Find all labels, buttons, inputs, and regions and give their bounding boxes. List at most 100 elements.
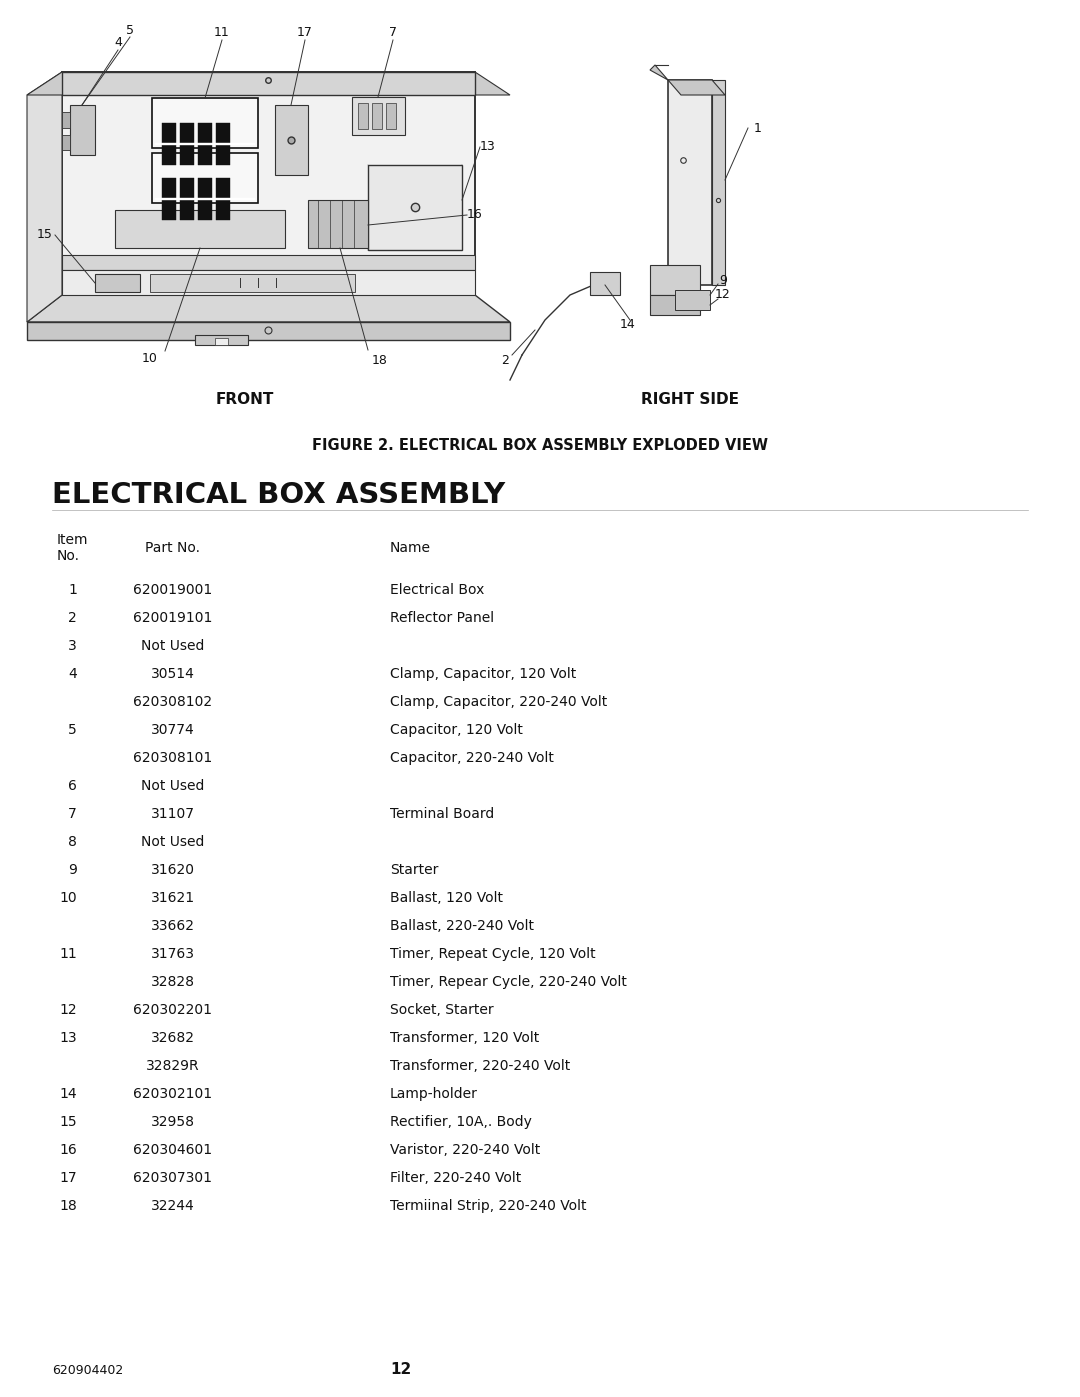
Bar	[27, 321, 510, 339]
Text: Name: Name	[390, 541, 431, 555]
Polygon shape	[27, 73, 510, 95]
Bar	[198, 145, 212, 165]
Text: 3: 3	[68, 638, 77, 652]
Text: Item: Item	[57, 534, 89, 548]
Bar	[198, 177, 212, 198]
Bar	[62, 270, 475, 295]
Polygon shape	[669, 80, 725, 95]
Text: Starter: Starter	[390, 863, 438, 877]
Text: 9: 9	[719, 274, 727, 286]
Text: 5: 5	[126, 24, 134, 36]
Text: Varistor, 220-240 Volt: Varistor, 220-240 Volt	[390, 1143, 540, 1157]
Text: Transformer, 120 Volt: Transformer, 120 Volt	[390, 1031, 539, 1045]
Text: 1: 1	[754, 122, 761, 134]
Text: 7: 7	[68, 807, 77, 821]
Bar	[156, 198, 255, 200]
Text: 14: 14	[620, 319, 636, 331]
Bar	[162, 177, 176, 198]
Text: No.: No.	[57, 549, 80, 563]
Text: 620302101: 620302101	[134, 1087, 213, 1101]
Text: 12: 12	[59, 1003, 77, 1017]
Text: 620019101: 620019101	[133, 610, 213, 624]
Bar	[180, 200, 194, 219]
Text: 12: 12	[390, 1362, 411, 1377]
Text: 620307301: 620307301	[134, 1171, 213, 1185]
Text: Terminal Board: Terminal Board	[390, 807, 495, 821]
Text: RIGHT SIDE: RIGHT SIDE	[642, 393, 739, 408]
Text: Electrical Box: Electrical Box	[390, 583, 484, 597]
Text: Capacitor, 220-240 Volt: Capacitor, 220-240 Volt	[390, 752, 554, 766]
Bar	[216, 177, 230, 198]
Bar	[357, 103, 368, 129]
Text: 31763: 31763	[151, 947, 195, 961]
Text: 33662: 33662	[151, 919, 195, 933]
Bar	[162, 200, 176, 219]
Bar	[180, 177, 194, 198]
Text: Ballast, 120 Volt: Ballast, 120 Volt	[390, 891, 503, 905]
Text: 13: 13	[59, 1031, 77, 1045]
Text: Ballast, 220-240 Volt: Ballast, 220-240 Volt	[390, 919, 534, 933]
Bar	[156, 142, 255, 145]
Text: 12: 12	[715, 289, 731, 302]
Bar	[650, 265, 700, 295]
Text: 620302201: 620302201	[134, 1003, 213, 1017]
Text: Part No.: Part No.	[145, 541, 200, 555]
Bar	[114, 210, 285, 249]
Bar	[62, 73, 475, 295]
Text: 5: 5	[68, 724, 77, 738]
Text: 7: 7	[389, 27, 397, 39]
Text: 620308101: 620308101	[133, 752, 213, 766]
Bar	[70, 105, 95, 155]
Bar	[386, 103, 396, 129]
Bar	[62, 256, 475, 270]
Text: 15: 15	[59, 1115, 77, 1129]
Bar	[62, 136, 70, 149]
Bar	[216, 200, 230, 219]
Text: 620308102: 620308102	[134, 694, 213, 710]
Text: 620019001: 620019001	[133, 583, 213, 597]
Text: Timer, Repeat Cycle, 120 Volt: Timer, Repeat Cycle, 120 Volt	[390, 947, 596, 961]
Text: 14: 14	[59, 1087, 77, 1101]
Bar	[352, 96, 405, 136]
Bar	[712, 80, 725, 285]
Bar	[669, 80, 712, 285]
Bar	[275, 105, 308, 175]
Text: Socket, Starter: Socket, Starter	[390, 1003, 494, 1017]
Text: 10: 10	[143, 352, 158, 365]
Polygon shape	[650, 295, 700, 314]
Text: 11: 11	[59, 947, 77, 961]
Text: 17: 17	[59, 1171, 77, 1185]
Text: 10: 10	[59, 891, 77, 905]
Text: Reflector Panel: Reflector Panel	[390, 610, 495, 624]
Text: 16: 16	[59, 1143, 77, 1157]
Bar	[152, 98, 258, 148]
Text: 2: 2	[501, 353, 509, 366]
Text: 18: 18	[59, 1199, 77, 1213]
Text: 32958: 32958	[151, 1115, 195, 1129]
Bar	[215, 338, 228, 345]
Text: FRONT: FRONT	[216, 393, 274, 408]
Text: Capacitor, 120 Volt: Capacitor, 120 Volt	[390, 724, 523, 738]
Text: Timer, Repear Cycle, 220-240 Volt: Timer, Repear Cycle, 220-240 Volt	[390, 975, 626, 989]
Text: 32244: 32244	[151, 1199, 194, 1213]
Text: Not Used: Not Used	[141, 780, 205, 793]
Bar	[216, 123, 230, 142]
Bar	[162, 145, 176, 165]
Text: Rectifier, 10A,. Body: Rectifier, 10A,. Body	[390, 1115, 531, 1129]
Bar	[162, 123, 176, 142]
Text: 18: 18	[373, 353, 388, 366]
Bar	[62, 73, 475, 95]
Bar	[198, 200, 212, 219]
Text: Clamp, Capacitor, 120 Volt: Clamp, Capacitor, 120 Volt	[390, 666, 577, 680]
Bar	[368, 165, 462, 250]
Bar	[95, 274, 140, 292]
Text: 15: 15	[37, 229, 53, 242]
Bar	[195, 335, 248, 345]
Text: FIGURE 2. ELECTRICAL BOX ASSEMBLY EXPLODED VIEW: FIGURE 2. ELECTRICAL BOX ASSEMBLY EXPLOD…	[312, 437, 768, 453]
Text: 1: 1	[68, 583, 77, 597]
Text: 11: 11	[214, 27, 230, 39]
Text: 4: 4	[114, 36, 122, 49]
Bar	[216, 145, 230, 165]
Text: 31107: 31107	[151, 807, 195, 821]
Text: Not Used: Not Used	[141, 638, 205, 652]
